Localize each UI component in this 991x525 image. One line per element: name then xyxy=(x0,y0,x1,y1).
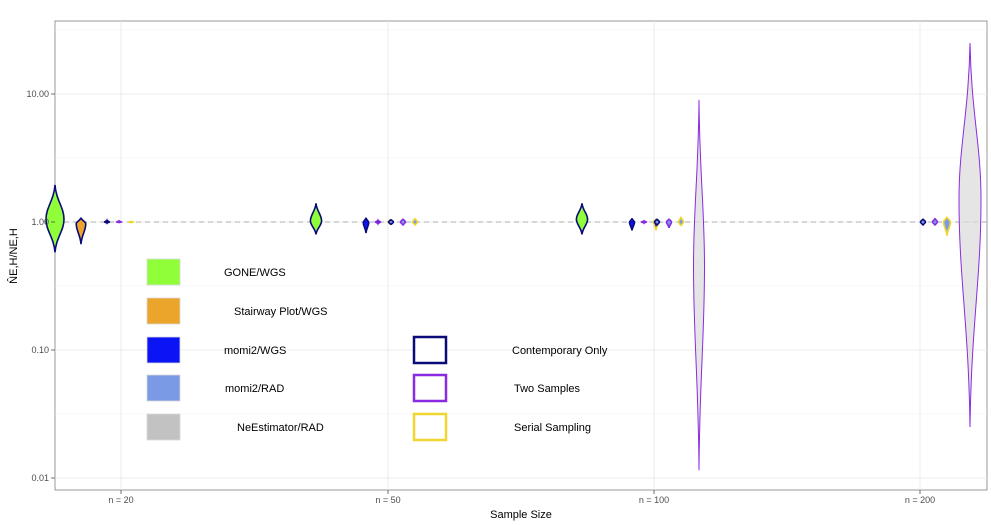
violin-mark xyxy=(103,218,111,225)
violin-mark xyxy=(958,43,982,428)
violin-mark xyxy=(399,218,407,226)
y-tick-label: 0.01 xyxy=(31,473,49,483)
legend-sampling-swatch xyxy=(412,335,448,365)
violin-mark xyxy=(115,219,123,224)
violin-mark xyxy=(692,99,706,471)
y-axis-title: N̂E,H/NE,H xyxy=(6,228,20,284)
legend-sampling-swatch xyxy=(412,412,448,442)
violin-mark xyxy=(127,220,135,224)
y-axis: 0.01 0.10 1.00 10.00 xyxy=(26,89,55,483)
violin-mark xyxy=(653,218,661,226)
legend-method-label: momi2/WGS xyxy=(224,345,286,357)
x-tick-label: n = 20 xyxy=(108,495,133,505)
x-tick-label: n = 50 xyxy=(375,495,400,505)
violins xyxy=(45,43,982,471)
legend-method-label: GONE/WGS xyxy=(224,267,286,279)
plot-panel xyxy=(54,20,988,491)
violin-mark xyxy=(411,217,419,226)
violin-mark xyxy=(931,217,939,226)
legend-sampling-swatch xyxy=(412,373,448,403)
x-tick-label: n = 200 xyxy=(905,495,935,505)
violin-mark xyxy=(640,219,648,225)
x-axis: n = 20 n = 50 n = 100 n = 200 xyxy=(108,490,935,505)
violin-mark xyxy=(628,218,636,231)
y-tick-label: 1.00 xyxy=(31,217,49,227)
legend-method-label: Stairway Plot/WGS xyxy=(234,306,328,318)
violin-mark xyxy=(362,217,370,234)
violin-mark xyxy=(575,203,589,235)
legend-sampling-label: Contemporary Only xyxy=(512,345,608,357)
legend-method-label: NeEstimator/RAD xyxy=(237,422,324,434)
legend-sampling: Contemporary Only Two Samples Serial Sampl… xyxy=(412,335,608,442)
legend-sampling-label: Serial Sampling xyxy=(514,422,591,434)
legend-sampling-label: Two Samples xyxy=(514,383,581,395)
legend-method-swatch xyxy=(146,374,181,402)
y-tick-label: 0.10 xyxy=(31,345,49,355)
violin-mark xyxy=(45,184,65,253)
violin-mark xyxy=(75,217,87,245)
violin-mark xyxy=(919,218,927,226)
violin-mark xyxy=(374,218,382,226)
violin-mark xyxy=(665,218,673,229)
legend-methods: GONE/WGS Stairway Plot/WGS momi2/WGS momi2/… xyxy=(146,258,328,441)
legend-method-swatch xyxy=(146,413,181,441)
legend-method-label: momi2/RAD xyxy=(225,383,284,395)
legend-method-swatch xyxy=(146,297,181,325)
violin-mark xyxy=(387,218,395,226)
violin-mark xyxy=(677,216,685,227)
legend-method-swatch xyxy=(146,336,181,364)
legend-method-swatch xyxy=(146,258,181,286)
y-tick-label: 10.00 xyxy=(26,89,49,99)
x-tick-label: n = 100 xyxy=(639,495,669,505)
violin-mark xyxy=(942,216,952,236)
violin-mark xyxy=(309,203,323,235)
x-axis-title: Sample Size xyxy=(490,509,552,521)
